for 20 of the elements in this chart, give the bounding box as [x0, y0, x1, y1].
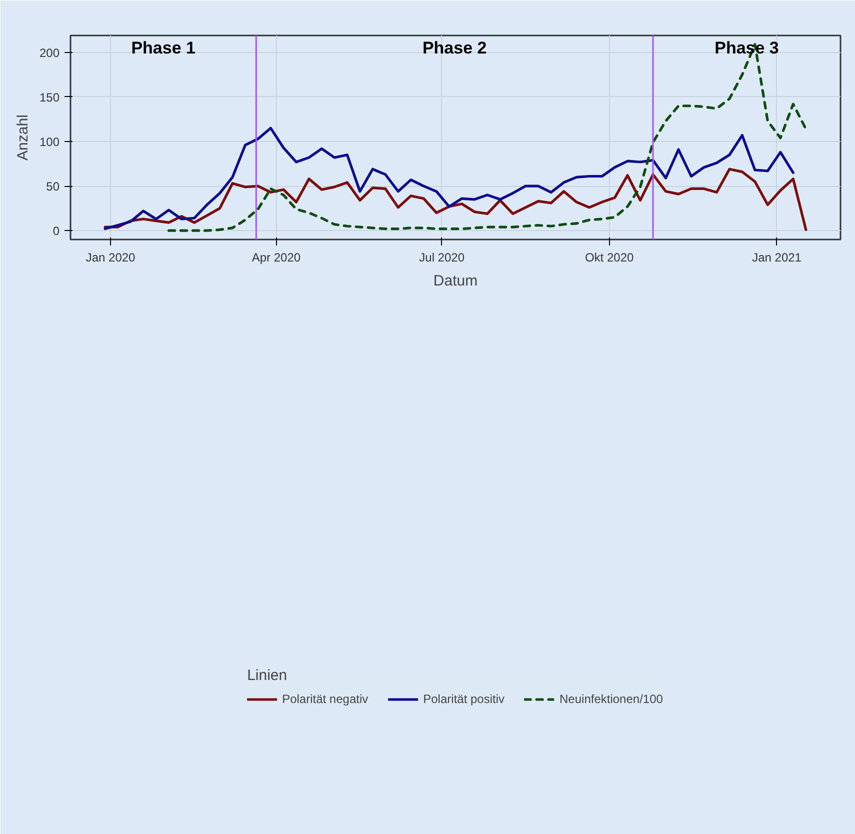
y-tick-label: 100	[39, 135, 60, 150]
legend-label: Neuinfektionen/100	[560, 692, 663, 706]
y-axis-title: Anzahl	[14, 114, 32, 160]
x-axis-title: Datum	[433, 272, 478, 290]
y-tick-label: 200	[39, 46, 60, 60]
x-tick-label: Jan 2021	[752, 250, 802, 264]
y-tick-label: 150	[39, 90, 60, 104]
line-series	[104, 126, 794, 230]
line-series	[104, 168, 808, 231]
x-tick-label: Jan 2020	[86, 250, 136, 264]
legend-label: Polarität positiv	[423, 692, 505, 706]
annotation: Phase 1	[131, 38, 196, 58]
annotation: Phase 2	[422, 38, 487, 58]
legend-label: Polarität negativ	[282, 692, 368, 706]
y-tick-label: 0	[52, 224, 60, 238]
x-tick-label: Okt 2020	[584, 250, 634, 264]
y-tick-label: 50	[46, 180, 60, 194]
x-tick-label: Jul 2020	[419, 250, 465, 264]
legend-title: Linien	[247, 667, 288, 684]
x-tick-label: Apr 2020	[252, 250, 301, 264]
